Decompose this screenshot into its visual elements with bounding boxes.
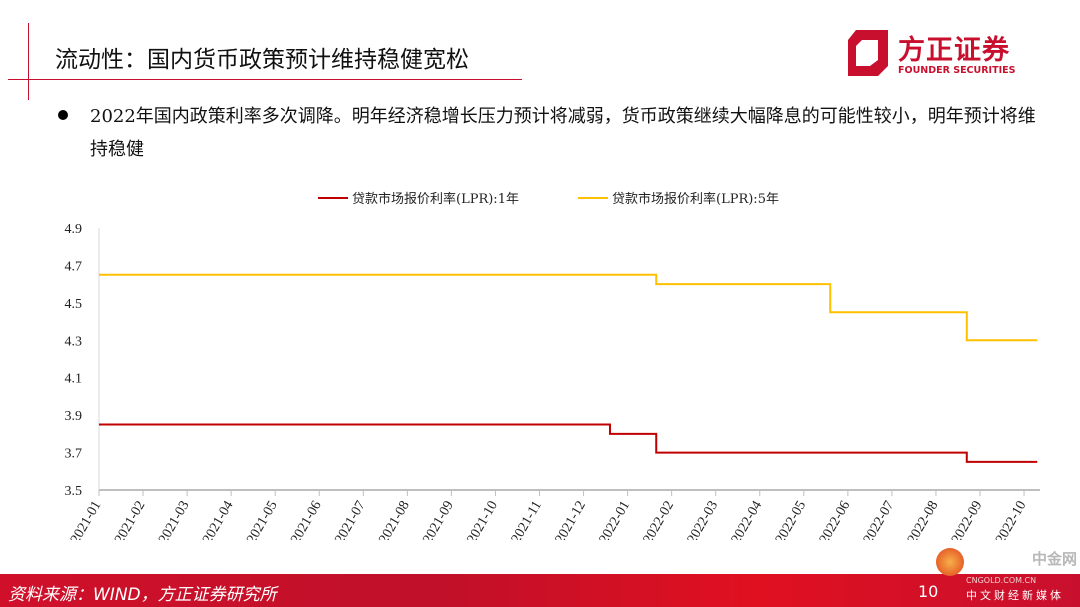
y-tick-label: 4.7	[65, 259, 83, 274]
x-tick-label: 2021-01	[68, 499, 104, 541]
x-tick-label: 2022-01	[597, 499, 633, 541]
legend-label-1: 贷款市场报价利率(LPR):1年	[352, 191, 519, 207]
x-tick-label: 2022-10	[993, 499, 1029, 541]
x-tick-label: 2021-08	[376, 499, 412, 541]
watermark-en: CNGOLD.COM.CN	[966, 576, 1037, 585]
logo-text-en: FOUNDER SECURITIES	[898, 65, 1016, 76]
source-note: 资料来源：WIND，方正证券研究所	[8, 585, 277, 605]
y-tick-label: 3.7	[65, 447, 83, 462]
page-number: 10	[918, 582, 939, 601]
summary-text: 2022年国内政策利率多次调降。明年经济稳增长压力预计将减弱，货币政策继续大幅降…	[90, 106, 1036, 160]
x-tick-label: 2022-05	[773, 499, 809, 541]
x-tick-label: 2021-10	[465, 499, 501, 541]
lpr-chart: 贷款市场报价利率(LPR):1年 贷款市场报价利率(LPR):5年 3.5 3.7 3…	[65, 191, 1040, 541]
y-tick-label: 4.1	[65, 372, 83, 387]
x-tick-label: 2022-09	[949, 499, 985, 541]
watermark-cn: 中金网	[1032, 550, 1078, 568]
x-tick-label: 2022-02	[641, 499, 677, 541]
legend-label-2: 贷款市场报价利率(LPR):5年	[612, 191, 779, 207]
x-tick-label: 2021-11	[509, 499, 545, 541]
x-tick-label: 2021-07	[332, 499, 368, 541]
x-tick-label: 2021-05	[244, 499, 280, 541]
founder-logo: 方正证券 FOUNDER SECURITIES	[848, 30, 1028, 78]
y-tick-label: 4.3	[65, 334, 83, 349]
x-tick-label: 2021-03	[156, 499, 192, 541]
y-tick-label: 4.9	[65, 222, 83, 237]
x-tick-label: 2022-08	[905, 499, 941, 541]
x-tick-label: 2022-03	[685, 499, 721, 541]
series-line-1	[99, 423, 1038, 463]
y-tick-label: 3.5	[65, 484, 83, 499]
x-tick-label: 2021-02	[112, 499, 148, 541]
logo-mark-icon	[848, 30, 888, 76]
chart-series	[99, 273, 1038, 463]
chart-legend: 贷款市场报价利率(LPR):1年 贷款市场报价利率(LPR):5年	[318, 191, 779, 207]
logo-text-cn: 方正证券	[898, 35, 1010, 66]
y-tick-label: 4.5	[65, 297, 83, 312]
bullet-icon	[58, 110, 68, 120]
x-tick-label: 2022-07	[861, 499, 897, 541]
x-tick-label: 2022-04	[729, 499, 765, 541]
x-tick-label: 2021-12	[553, 499, 589, 541]
title-accent-vertical	[28, 23, 29, 100]
x-tick-label: 2021-09	[421, 499, 457, 541]
footer-bar: 资料来源：WIND，方正证券研究所 10	[0, 574, 1080, 607]
title-underline	[8, 79, 522, 80]
watermark-sub: 中文财经新媒体	[966, 589, 1064, 602]
series-line-2	[99, 273, 1038, 342]
x-tick-label: 2022-06	[817, 499, 853, 541]
y-tick-label: 3.9	[65, 409, 83, 424]
x-tick-label: 2021-04	[200, 499, 236, 541]
page-title: 流动性：国内货币政策预计维持稳健宽松	[55, 47, 469, 73]
watermark-logo-icon	[936, 548, 964, 576]
x-tick-label: 2021-06	[288, 499, 324, 541]
